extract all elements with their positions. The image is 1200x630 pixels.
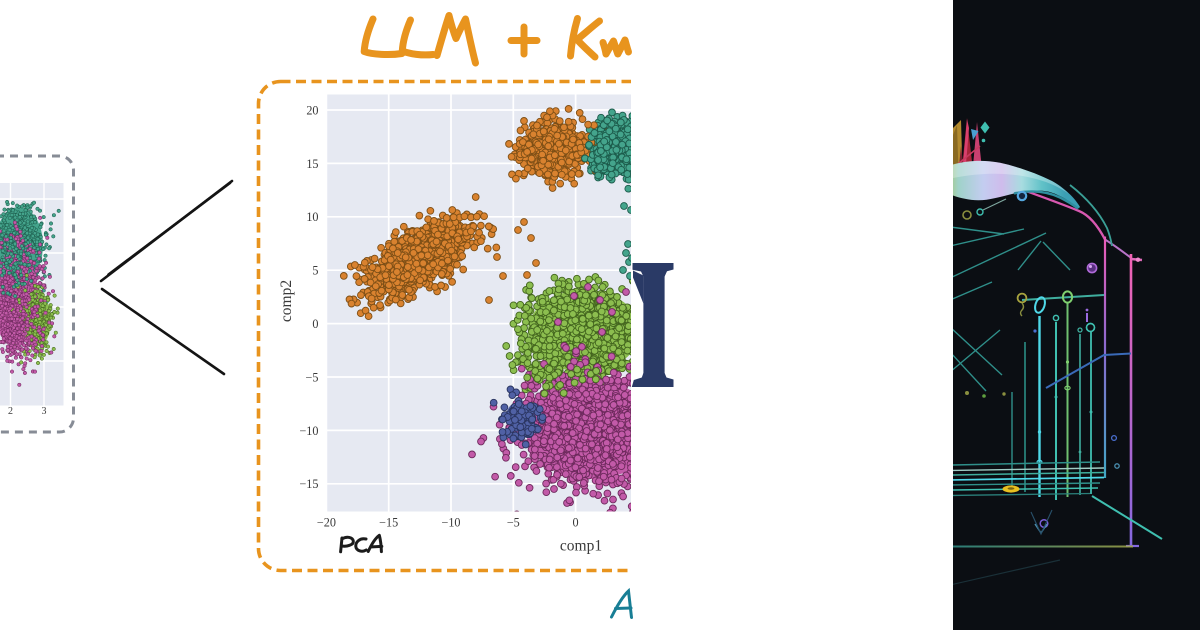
svg-text:−5: −5 [507,516,520,530]
svg-text:−20: −20 [317,516,336,530]
svg-text:0: 0 [573,516,579,530]
svg-text:−10: −10 [441,516,460,530]
svg-text:−10: −10 [299,424,318,438]
svg-text:3: 3 [42,406,47,417]
svg-text:−5: −5 [306,370,319,384]
svg-text:20: 20 [306,103,318,117]
svg-text:comp1: comp1 [560,538,602,555]
svg-text:−15: −15 [299,477,318,491]
svg-text:10: 10 [306,210,318,224]
svg-text:15: 15 [306,157,318,171]
svg-text:5: 5 [312,264,318,278]
svg-text:2: 2 [8,406,13,417]
svg-text:−15: −15 [379,516,398,530]
svg-text:comp2: comp2 [278,280,295,322]
svg-text:0: 0 [312,317,318,331]
